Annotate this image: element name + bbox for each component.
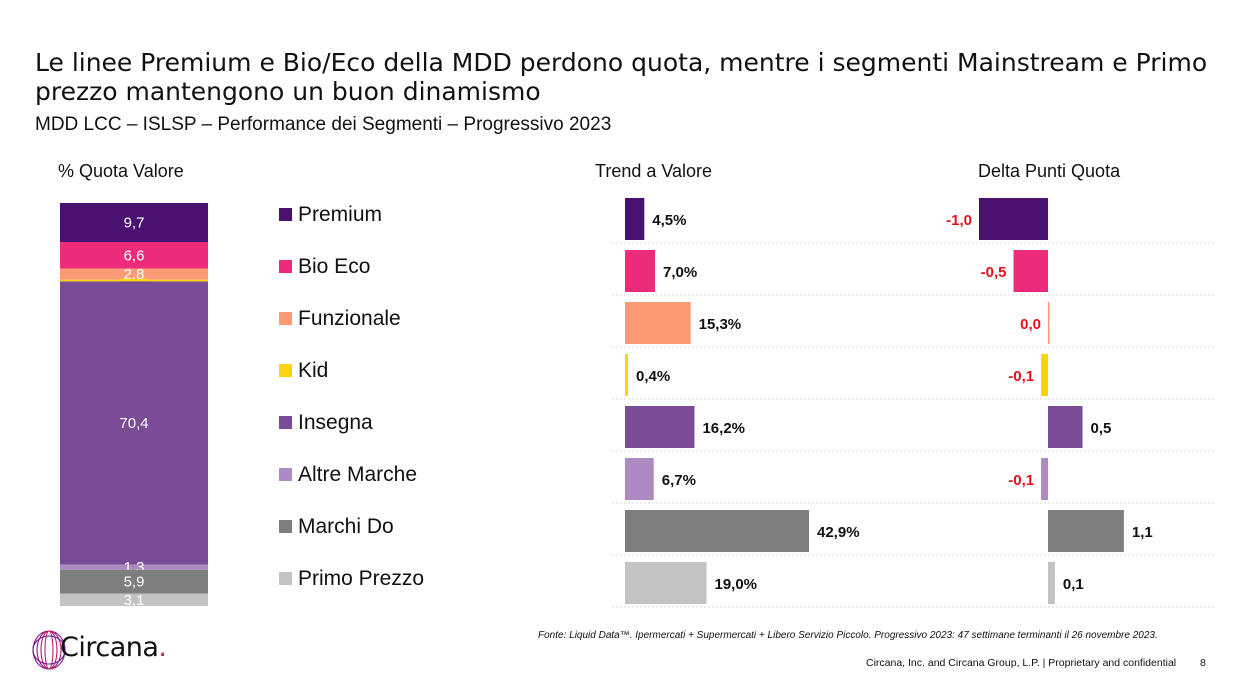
trend-label-marchi-do: 42,9% [817, 524, 860, 541]
delta-bar-premium [979, 198, 1048, 240]
stack-label-marchi-do: 5,9 [124, 574, 145, 591]
delta-label-funzionale: 0,0 [1020, 316, 1041, 333]
trend-bar-premium [625, 198, 645, 240]
trend-bar-altre-marche [625, 458, 654, 500]
trend-bar-funzionale [625, 302, 691, 344]
trend-label-altre-marche: 6,7% [662, 472, 696, 489]
stack-label-primo-prezzo: 3,1 [124, 592, 145, 609]
trend-header: Trend a Valore [595, 161, 713, 181]
legend-swatch-funzionale [279, 312, 292, 325]
stack-label-insegna: 70,4 [119, 415, 148, 432]
legend-label-funzionale: Funzionale [298, 307, 401, 330]
confidential-footer: Circana, Inc. and Circana Group, L.P. | … [866, 657, 1177, 669]
delta-bar-altre-marche [1041, 458, 1048, 500]
stack-segment-premium [60, 203, 208, 243]
legend-label-premium: Premium [298, 203, 382, 226]
page-title: Le linee Premium e Bio/Eco della MDD per… [35, 48, 1208, 106]
delta-bar-primo-prezzo [1048, 562, 1055, 604]
delta-bar-insegna [1048, 406, 1083, 448]
delta-bar-bio-eco [1013, 250, 1048, 292]
delta-bar-marchi-do [1048, 510, 1124, 552]
stack-segment-primo-prezzo [60, 593, 208, 606]
legend-swatch-marchi-do [279, 520, 292, 533]
trend-bar-insegna [625, 406, 695, 448]
trend-label-premium: 4,5% [652, 212, 686, 229]
legend-label-altre-marche: Altre Marche [298, 463, 417, 486]
stack-segment-insegna [60, 281, 208, 565]
trend-bar-primo-prezzo [625, 562, 707, 604]
delta-label-marchi-do: 1,1 [1132, 524, 1153, 541]
stack-label-bio-eco: 6,6 [124, 247, 145, 264]
legend-swatch-insegna [279, 416, 292, 429]
delta-bar-kid [1041, 354, 1048, 396]
legend-label-primo-prezzo: Primo Prezzo [298, 567, 424, 590]
stack-segment-marchi-do [60, 569, 208, 594]
legend-label-insegna: Insegna [298, 411, 373, 434]
legend-swatch-primo-prezzo [279, 572, 292, 585]
trend-bar-marchi-do [625, 510, 809, 552]
stack-segment-altre-marche [60, 564, 208, 570]
trend-bar-kid [625, 354, 628, 396]
legend-label-bio-eco: Bio Eco [298, 255, 370, 278]
delta-header: Delta Punti Quota [978, 161, 1121, 181]
circana-sphere-icon [32, 630, 66, 670]
delta-label-insegna: 0,5 [1091, 420, 1112, 437]
legend-swatch-premium [279, 208, 292, 221]
stack-segment-bio-eco [60, 242, 208, 269]
trend-label-bio-eco: 7,0% [663, 264, 697, 281]
circana-logo: Circana. [30, 628, 200, 672]
delta-label-primo-prezzo: 0,1 [1063, 576, 1084, 593]
delta-label-altre-marche: -0,1 [1008, 472, 1034, 489]
delta-label-kid: -0,1 [1008, 368, 1034, 385]
page-subtitle: MDD LCC – ISLSP – Performance dei Segmen… [35, 114, 612, 135]
page-number: 8 [1200, 657, 1206, 669]
legend-swatch-bio-eco [279, 260, 292, 273]
legend-swatch-kid [279, 364, 292, 377]
trend-label-funzionale: 15,3% [699, 316, 742, 333]
trend-label-primo-prezzo: 19,0% [714, 576, 757, 593]
legend-swatch-altre-marche [279, 468, 292, 481]
delta-bar-funzionale [1048, 302, 1050, 344]
quota-header: % Quota Valore [58, 161, 184, 181]
legend-label-kid: Kid [298, 359, 328, 382]
trend-label-insegna: 16,2% [702, 420, 745, 437]
source-footnote: Fonte: Liquid Data™. Ipermercati + Super… [538, 630, 1158, 641]
delta-label-premium: -1,0 [946, 212, 972, 229]
legend-label-marchi-do: Marchi Do [298, 515, 394, 538]
delta-label-bio-eco: -0,5 [981, 264, 1007, 281]
logo-dot: . [158, 632, 167, 663]
stack-segment-funzionale [60, 268, 208, 280]
trend-bar-bio-eco [625, 250, 656, 292]
trend-label-kid: 0,4% [636, 368, 670, 385]
stack-label-premium: 9,7 [124, 215, 145, 232]
logo-name: Circana [60, 632, 159, 663]
